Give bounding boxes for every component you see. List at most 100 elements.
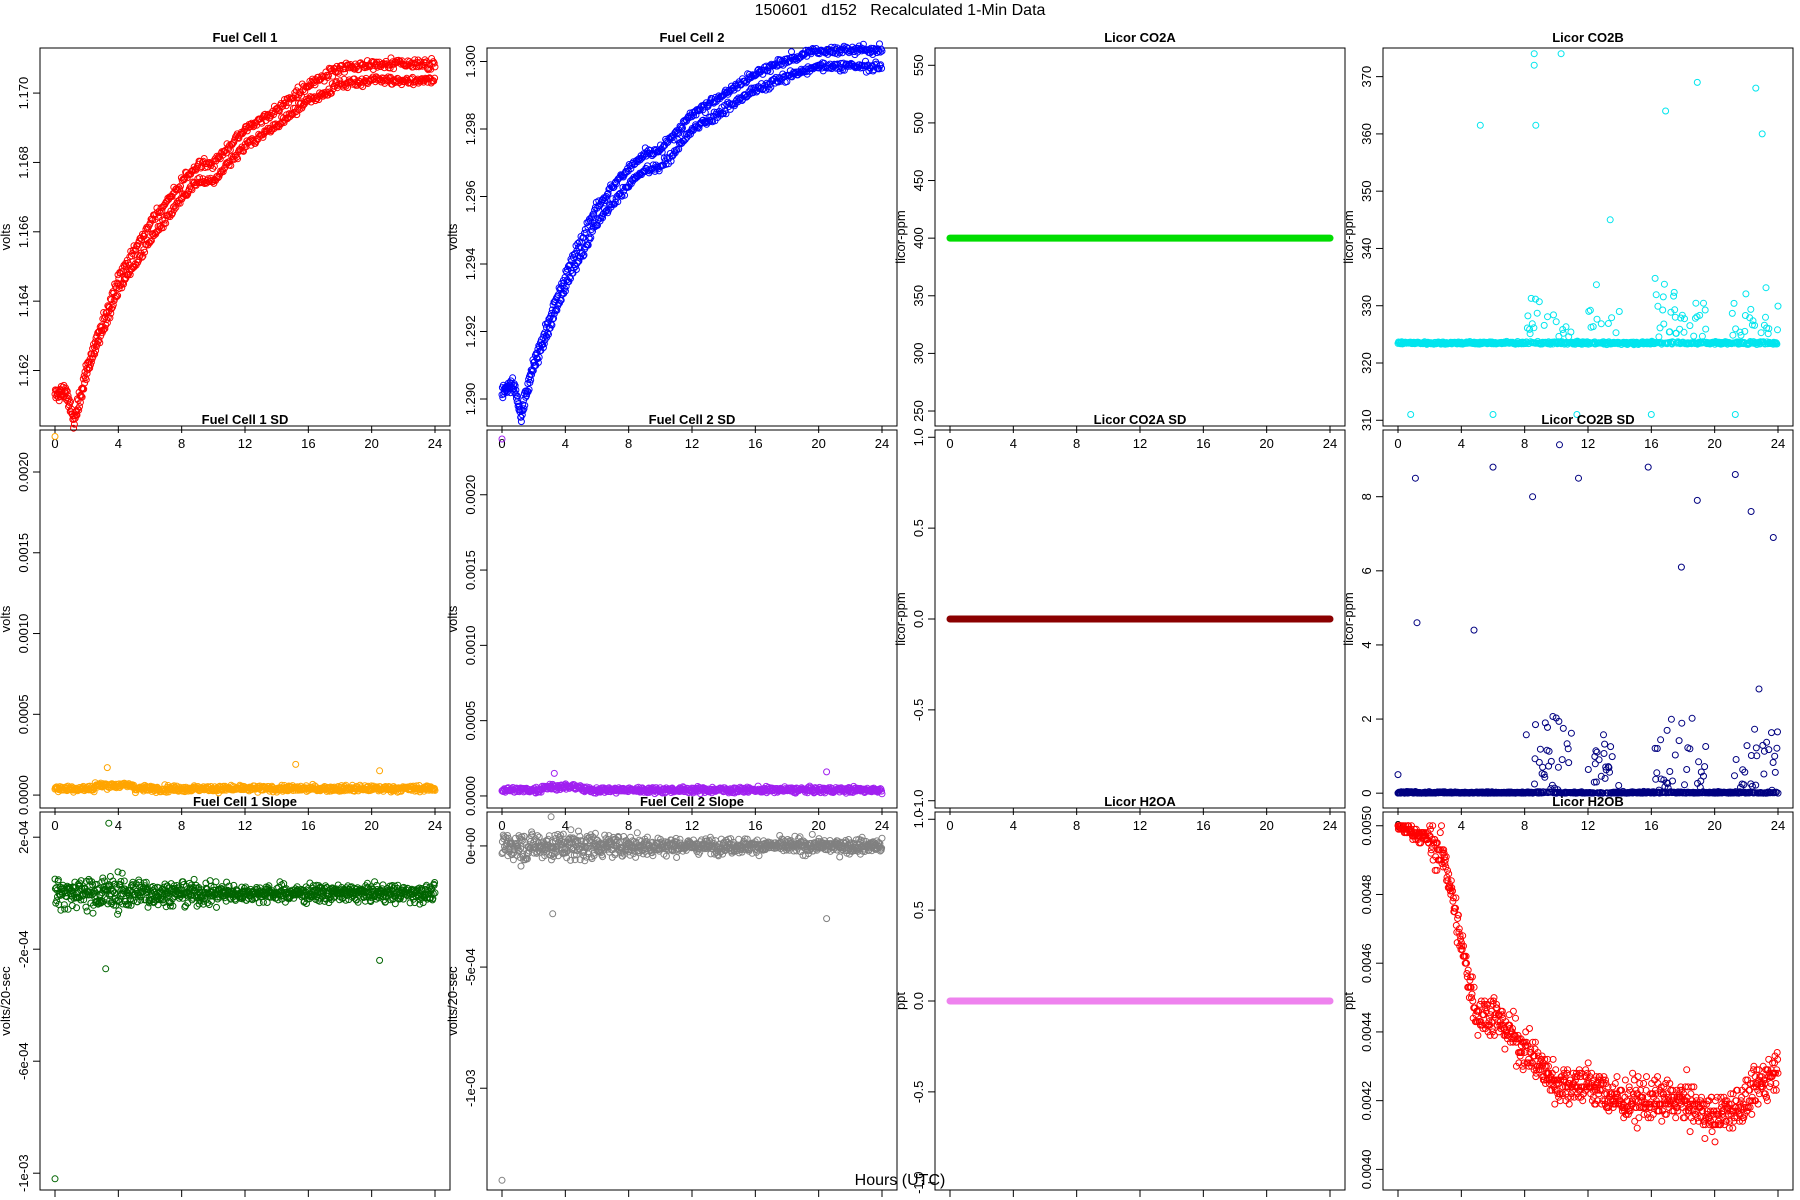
data-point bbox=[1752, 84, 1760, 92]
data-point bbox=[1728, 309, 1736, 317]
data-point bbox=[1532, 121, 1540, 129]
y-tick-label: 1.164 bbox=[16, 285, 31, 318]
data-point bbox=[344, 84, 351, 92]
y-tick-label: 1.168 bbox=[16, 146, 31, 179]
data-point bbox=[621, 191, 629, 199]
data-point bbox=[523, 390, 531, 398]
x-tick-label: 16 bbox=[1196, 818, 1210, 833]
x-tick-label: 0 bbox=[51, 436, 58, 451]
data-point bbox=[1763, 738, 1771, 746]
y-tick-label: 1.300 bbox=[463, 45, 478, 78]
y-tick-label: 550 bbox=[911, 54, 926, 76]
data-point bbox=[101, 325, 109, 333]
data-point bbox=[1691, 314, 1699, 322]
x-tick-label: 20 bbox=[1259, 436, 1273, 451]
y-tick-label: 0.0015 bbox=[16, 533, 31, 573]
data-point bbox=[91, 338, 99, 346]
data-point bbox=[363, 57, 371, 65]
data-point bbox=[214, 174, 222, 182]
panel-fuel-cell-2: Fuel Cell 20 4 8 12 16 20 241.2901.2921.2941.2… bbox=[445, 30, 898, 451]
data-point bbox=[1535, 298, 1543, 306]
y-tick-label: 0.0010 bbox=[16, 614, 31, 654]
plot-frame bbox=[39, 429, 451, 809]
plot-frame bbox=[486, 429, 898, 809]
y-axis-label: licor-ppm bbox=[893, 592, 908, 645]
x-tick-label: 20 bbox=[811, 818, 825, 833]
data-point bbox=[747, 84, 755, 92]
x-tick-label: 24 bbox=[428, 818, 442, 833]
data-point bbox=[1522, 731, 1530, 739]
y-tick-label: 1.166 bbox=[16, 216, 31, 249]
plot-frame bbox=[486, 47, 898, 427]
data-point bbox=[1567, 328, 1575, 336]
data-point bbox=[1751, 321, 1759, 329]
data-point bbox=[118, 284, 126, 292]
x-tick-label: 0 bbox=[498, 818, 505, 833]
data-point bbox=[154, 208, 162, 216]
data-point bbox=[139, 252, 147, 260]
data-point bbox=[512, 390, 519, 398]
data-point bbox=[1671, 313, 1679, 321]
data-point bbox=[162, 219, 170, 227]
data-point bbox=[639, 153, 647, 161]
x-tick-label: 16 bbox=[1644, 818, 1658, 833]
data-point bbox=[277, 120, 285, 128]
data-point bbox=[1654, 302, 1662, 310]
data-point bbox=[1742, 290, 1750, 298]
data-point bbox=[1659, 306, 1667, 314]
data-point bbox=[286, 94, 294, 102]
data-point bbox=[1769, 759, 1777, 766]
data-point bbox=[763, 79, 771, 87]
data-point bbox=[1752, 744, 1760, 752]
x-tick-label: 20 bbox=[1707, 818, 1721, 833]
data-point bbox=[376, 767, 384, 775]
data-point bbox=[75, 406, 83, 414]
plot-frame bbox=[1382, 47, 1794, 427]
data-point bbox=[421, 56, 429, 64]
x-tick-label: 8 bbox=[178, 436, 185, 451]
data-point bbox=[548, 306, 556, 314]
data-point bbox=[147, 237, 154, 245]
data-point bbox=[1554, 763, 1562, 771]
data-point bbox=[1670, 288, 1678, 296]
data-point bbox=[1660, 280, 1668, 288]
data-point bbox=[188, 186, 196, 194]
data-point bbox=[1651, 274, 1659, 282]
x-tick-label: 24 bbox=[1323, 436, 1337, 451]
y-tick-label: 0.0000 bbox=[463, 776, 478, 816]
data-point bbox=[108, 305, 116, 313]
data-point bbox=[1672, 329, 1680, 337]
x-tick-label: 16 bbox=[301, 436, 315, 451]
data-point bbox=[120, 280, 127, 288]
data-point bbox=[1681, 315, 1688, 323]
data-point bbox=[1749, 317, 1757, 325]
data-point bbox=[1731, 471, 1739, 478]
y-tick-label: 0.0010 bbox=[463, 625, 478, 665]
data-point bbox=[1567, 729, 1575, 737]
data-point bbox=[553, 306, 561, 314]
x-tick-label: 20 bbox=[364, 818, 378, 833]
data-point bbox=[83, 907, 91, 915]
data-point bbox=[1760, 770, 1768, 778]
data-point bbox=[341, 68, 348, 76]
y-axis-label: licor-ppm bbox=[893, 210, 908, 263]
data-point bbox=[877, 61, 885, 69]
data-point bbox=[209, 165, 217, 172]
data-point bbox=[870, 66, 878, 74]
panel-title: Licor CO2A bbox=[1104, 30, 1176, 45]
x-tick-label: 4 bbox=[115, 436, 122, 451]
data-point bbox=[1595, 756, 1603, 764]
x-tick-label: 0 bbox=[946, 436, 953, 451]
data-point bbox=[1680, 328, 1688, 336]
data-point bbox=[1612, 329, 1620, 337]
data-point bbox=[1773, 744, 1781, 752]
x-tick-label: 4 bbox=[1458, 436, 1465, 451]
data-point bbox=[431, 74, 439, 82]
data-point bbox=[78, 393, 86, 401]
data-point bbox=[1757, 329, 1765, 337]
y-tick-label: 1.290 bbox=[463, 383, 478, 416]
data-point bbox=[1530, 324, 1538, 332]
data-point bbox=[1669, 777, 1676, 785]
x-tick-label: 0 bbox=[498, 436, 505, 451]
data-point bbox=[390, 65, 398, 73]
